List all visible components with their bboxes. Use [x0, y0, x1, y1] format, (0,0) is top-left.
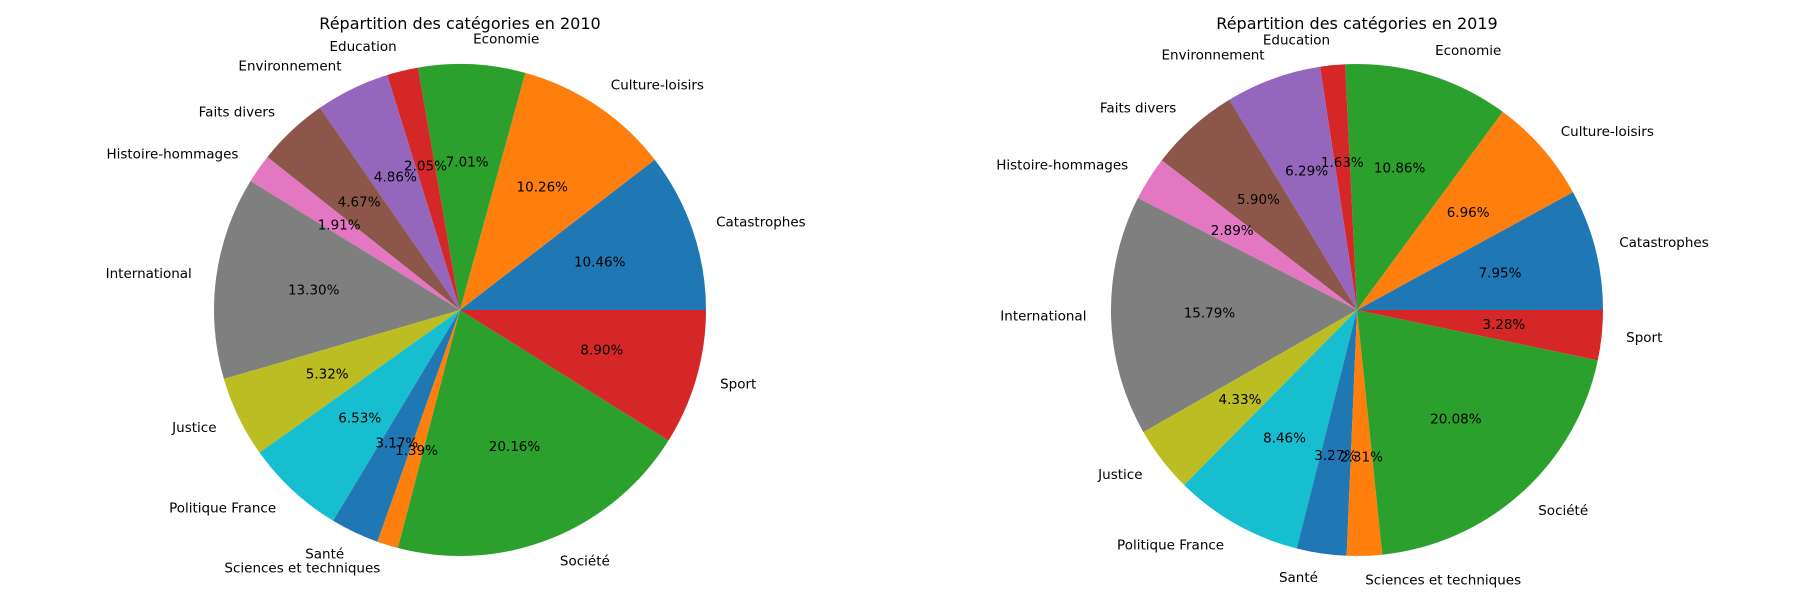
slice-economie-2019 [1345, 64, 1503, 310]
pct-label-culture-loisirs-2019: 6.96% [1447, 205, 1490, 221]
pct-label-education-2010: 2.05% [404, 158, 447, 174]
slice-label-international-2019: International [1000, 308, 1086, 324]
pct-label-faits-divers-2019: 5.90% [1237, 192, 1280, 208]
pct-label-sciences-et-techniques-2010: 1.39% [395, 443, 438, 459]
slice-culture-loisirs-2010 [460, 72, 655, 310]
chart-title-2019: Répartition des catégories en 2019 [1216, 14, 1497, 33]
pct-label-sante-2019: 3.27% [1314, 448, 1357, 464]
pct-label-politique-france-2010: 6.53% [338, 410, 381, 426]
slice-label-catastrophes-2010: Catastrophes [716, 215, 806, 231]
slice-international-2019 [1111, 198, 1357, 433]
slice-label-education-2019: Education [1263, 33, 1330, 49]
slice-sante-2019 [1296, 310, 1357, 556]
slice-label-sciences-et-techniques-2010: Sciences et techniques [224, 561, 380, 577]
pct-label-international-2010: 13.30% [288, 282, 340, 298]
slice-sante-2010 [333, 310, 460, 542]
slice-label-environnement-2019: Environnement [1162, 48, 1265, 64]
pct-label-histoire-hommages-2010: 1.91% [318, 217, 361, 233]
slice-politique-france-2010 [259, 310, 460, 521]
slice-faits-divers-2010 [267, 107, 460, 310]
slice-politique-france-2019 [1184, 310, 1357, 549]
slice-label-education-2010: Education [329, 39, 396, 55]
slice-education-2019 [1320, 64, 1357, 311]
slice-label-sante-2010: Santé [305, 547, 344, 563]
pie-chart-2019: Répartition des catégories en 2019 Catas… [996, 14, 1709, 588]
slice-label-politique-france-2019: Politique France [1117, 538, 1224, 554]
slice-label-justice-2019: Justice [1097, 467, 1142, 483]
pie-slices-2019 [1111, 64, 1603, 556]
slice-sciences-et-techniques-2019 [1346, 310, 1383, 556]
pct-label-histoire-hommages-2019: 2.89% [1211, 223, 1254, 239]
pct-label-international-2019: 15.79% [1184, 305, 1236, 321]
slice-label-faits-divers-2019: Faits divers [1100, 101, 1176, 117]
slice-education-2010 [387, 67, 460, 311]
pct-label-societe-2010: 20.16% [489, 439, 541, 455]
pct-label-sante-2010: 3.17% [375, 435, 418, 451]
slice-justice-2019 [1143, 310, 1357, 486]
pie-labels-2019: Catastrophes 7.95% Culture-loisirs 6.96% Eco… [996, 33, 1709, 589]
pct-label-sport-2019: 3.28% [1482, 317, 1525, 333]
pct-label-politique-france-2019: 8.46% [1263, 431, 1306, 447]
slice-label-histoire-hommages-2010: Histoire-hommages [106, 147, 238, 163]
slice-societe-2019 [1357, 310, 1598, 555]
slice-economie-2010 [417, 63, 526, 310]
pct-label-catastrophes-2010: 10.46% [574, 254, 626, 270]
slice-histoire-hommages-2019 [1137, 160, 1357, 310]
pct-label-faits-divers-2010: 4.67% [338, 194, 381, 210]
pct-label-environnement-2019: 6.29% [1285, 163, 1328, 179]
slice-sport-2010 [460, 310, 706, 441]
pct-label-environnement-2010: 4.86% [374, 169, 417, 185]
slice-label-culture-loisirs-2019: Culture-loisirs [1561, 124, 1654, 140]
slice-sciences-et-techniques-2010 [377, 310, 460, 549]
pct-label-sport-2010: 8.90% [580, 343, 623, 359]
pct-label-societe-2019: 20.08% [1430, 412, 1482, 428]
slice-faits-divers-2019 [1161, 99, 1357, 310]
pct-label-justice-2010: 5.32% [306, 366, 349, 382]
slice-label-catastrophes-2019: Catastrophes [1619, 235, 1709, 251]
pie-chart-2010: Répartition des catégories en 2010 Catas… [106, 14, 806, 577]
slice-sport-2019 [1357, 310, 1603, 361]
slice-label-histoire-hommages-2019: Histoire-hommages [996, 158, 1128, 174]
pct-label-culture-loisirs-2010: 10.26% [517, 179, 569, 195]
slice-label-societe-2010: Société [560, 553, 610, 569]
slice-label-politique-france-2010: Politique France [169, 501, 276, 517]
slice-label-economie-2019: Economie [1435, 43, 1501, 59]
slice-international-2010 [214, 181, 460, 380]
slice-societe-2010 [397, 310, 669, 556]
slice-label-environnement-2010: Environnement [238, 59, 341, 75]
slice-label-justice-2010: Justice [171, 420, 216, 436]
pct-label-economie-2010: 7.01% [446, 155, 489, 171]
slice-label-culture-loisirs-2010: Culture-loisirs [611, 77, 704, 93]
slice-label-faits-divers-2010: Faits divers [199, 104, 275, 120]
slice-environnement-2010 [319, 75, 460, 311]
slice-justice-2010 [223, 310, 460, 453]
slice-label-sante-2019: Santé [1279, 570, 1318, 586]
pie-labels-2010: Catastrophes 10.46% Culture-loisirs 10.26% E… [106, 32, 806, 577]
slice-label-sciences-et-techniques-2019: Sciences et techniques [1365, 572, 1521, 588]
pct-label-justice-2019: 4.33% [1219, 392, 1262, 408]
chart-title-2010: Répartition des catégories en 2010 [319, 14, 600, 33]
slice-histoire-hommages-2010 [250, 156, 460, 310]
slice-label-sport-2010: Sport [720, 377, 756, 393]
pie-slices-2010 [214, 63, 706, 556]
pct-label-catastrophes-2019: 7.95% [1479, 266, 1522, 282]
slice-catastrophes-2010 [460, 159, 706, 310]
slice-label-societe-2019: Société [1538, 503, 1588, 519]
slice-label-sport-2019: Sport [1626, 330, 1662, 346]
pct-label-economie-2019: 10.86% [1374, 161, 1426, 177]
pct-label-education-2019: 1.63% [1321, 155, 1364, 171]
slice-label-economie-2010: Economie [473, 32, 539, 48]
slice-culture-loisirs-2019 [1357, 111, 1573, 310]
pct-label-sciences-et-techniques-2019: 2.31% [1340, 450, 1383, 466]
slice-environnement-2019 [1229, 66, 1357, 310]
slice-catastrophes-2019 [1357, 192, 1603, 310]
slice-label-international-2010: International [106, 266, 192, 282]
